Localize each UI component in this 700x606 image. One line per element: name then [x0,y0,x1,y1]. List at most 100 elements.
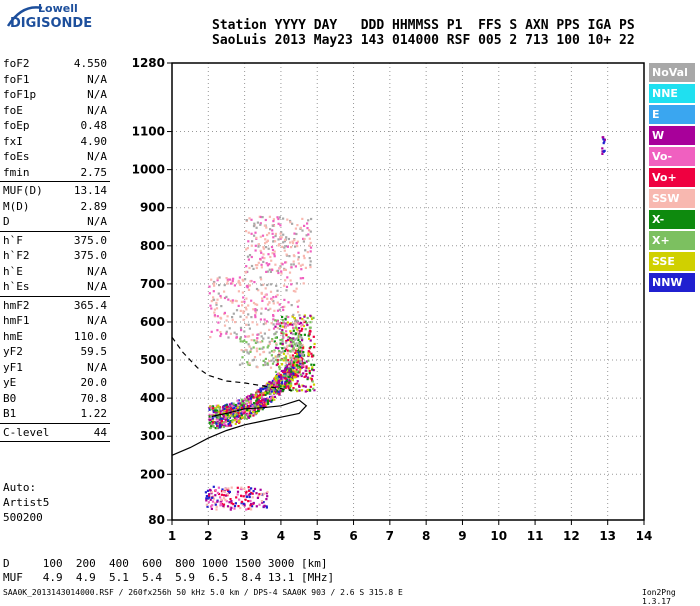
param-key: h`F [3,233,23,247]
echo-point [273,340,276,343]
echo-point [292,337,295,340]
echo-point [263,318,266,321]
echo-point [250,244,253,247]
echo-point [205,497,208,500]
echo-point [273,250,276,253]
echo-point [265,270,268,273]
echo-point [282,334,285,337]
echo-point [300,336,303,340]
echo-point [282,233,285,236]
echo-point [256,410,259,413]
echo-point [258,392,261,395]
echo-point [274,378,278,382]
param-row: fmin 2.75 [0,165,110,181]
y-tick-label: 400 [140,391,165,405]
echo-point [239,283,242,286]
echo-point [254,231,257,234]
echo-point [209,336,212,339]
echo-point [238,410,241,414]
echo-point [298,330,301,333]
echo-point [283,357,286,360]
echo-point [601,147,604,150]
param-key: C-level [3,425,50,439]
param-separator [0,181,110,182]
echo-point [276,358,279,362]
echo-point [291,315,294,318]
echo-point [227,419,230,422]
echo-point [240,403,243,406]
echo-point [268,263,271,266]
echo-point [309,346,312,349]
echo-point [210,491,213,494]
echo-point [261,347,264,350]
echo-point [267,383,270,386]
echo-point [309,314,312,317]
echo-point [261,297,264,300]
echo-point [266,239,269,242]
echo-point [277,380,280,383]
echo-point [290,382,293,385]
echo-point [286,344,289,347]
echo-point [301,323,304,326]
legend-item: NNW [649,273,695,292]
echo-point [265,498,268,501]
echo-point [221,488,224,491]
echo-point [238,419,241,422]
y-tick-label: 1000 [132,163,165,177]
echo-point [220,421,223,424]
echo-point [250,264,254,268]
echo-point [274,336,277,339]
echo-point [212,485,215,488]
echo-point [279,236,282,239]
echo-point [294,374,297,377]
echo-point [252,225,256,228]
echo-point [295,282,298,285]
echo-point [259,257,262,261]
echo-point [264,218,267,222]
echo-point [285,340,288,343]
echo-point [255,403,258,406]
echo-point [256,397,259,400]
echo-point [297,311,300,314]
echo-point [287,359,290,362]
echo-point [292,361,295,364]
echo-point [310,377,313,381]
param-value: 375.0 [73,233,107,247]
echo-point [209,405,212,408]
echo-point [252,501,255,505]
echo-point [215,303,218,306]
echo-point [222,425,225,429]
echo-point [292,341,295,344]
echo-point [293,317,296,320]
echo-point [247,258,250,261]
echo-point [295,342,298,345]
echo-point [218,284,221,287]
echo-point [231,415,234,418]
echo-point [273,255,276,258]
echo-point [256,264,259,267]
echo-point [293,322,296,326]
echo-point [243,487,246,490]
echo-point [245,219,248,222]
param-value: N/A [87,215,107,228]
echo-point [280,375,283,378]
echo-point [241,403,244,406]
echo-point [216,329,219,332]
echo-point [225,332,228,335]
echo-point [288,369,291,372]
echo-point [285,253,288,256]
echo-point [291,240,294,243]
param-row: h`F 375.0 [0,233,110,249]
echo-point [248,266,251,270]
echo-point [242,310,245,313]
echo-point [224,418,227,421]
echo-point [209,505,213,508]
echo-point [268,215,271,218]
echo-point [215,404,218,407]
echo-point [275,342,278,345]
echo-point [277,372,280,375]
echo-point [302,240,305,243]
echo-point [222,421,225,424]
echo-point [273,333,276,336]
param-row: MUF(D) 13.14 [0,183,110,199]
